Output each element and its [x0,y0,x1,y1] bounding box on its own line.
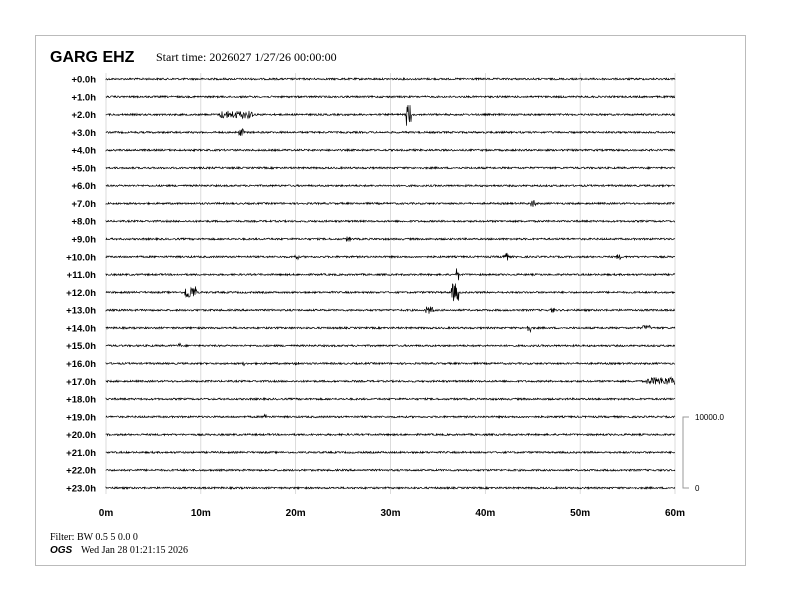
trace-hour-5 [105,165,676,170]
row-label: +11.0h [67,270,97,281]
x-tick-label: 30m [380,508,400,519]
x-tick-label: 10m [191,508,211,519]
scale-bar: 10000.0 0 [682,413,724,493]
frame [35,35,746,566]
scale-bracket [682,416,689,489]
row-label: +23.0h [66,483,96,494]
row-label: +10.0h [66,252,96,263]
x-tick-label: 0m [99,508,114,519]
row-label: +4.0h [71,146,96,157]
row-label: +2.0h [71,110,96,121]
trace-hour-10 [105,252,676,261]
trace-hour-20 [105,432,676,437]
trace-hour-7 [105,200,676,207]
trace-hour-14 [105,324,676,334]
row-label: +7.0h [71,199,96,210]
row-label: +12.0h [66,288,96,299]
row-label: +5.0h [71,163,96,174]
row-label: +20.0h [66,430,96,441]
trace-hour-21 [105,450,675,455]
row-label: +14.0h [66,323,96,334]
trace-hour-0 [105,76,676,82]
trace-hour-23 [105,485,676,490]
trace-hour-16 [105,361,676,367]
trace-hour-2 [105,104,676,126]
x-tick-label: 60m [665,508,685,519]
row-label: +1.0h [71,92,96,103]
x-tick-label: 20m [286,508,306,519]
filter-label: Filter: BW 0.5 5 0.0 0 [50,532,138,543]
row-label: +18.0h [66,395,96,406]
row-label: +16.0h [66,359,96,370]
trace-hour-9 [105,236,676,243]
trace-hour-8 [105,219,676,224]
trace-hour-22 [105,468,676,473]
row-label: +3.0h [71,128,96,139]
trace-hour-19 [105,413,676,419]
trace-hour-1 [105,94,675,99]
row-label: +9.0h [71,235,96,246]
row-label: +21.0h [66,448,96,459]
trace-hour-13 [105,306,676,314]
plot-timestamp: Wed Jan 28 01:21:15 2026 [81,545,188,556]
trace-hour-3 [105,128,676,136]
row-label: +15.0h [66,341,96,352]
x-tick-label: 40m [475,508,495,519]
org-label: OGS [50,545,73,556]
trace-hour-6 [105,183,676,188]
trace-hour-4 [105,148,676,153]
scale-bottom: 0 [695,484,700,493]
scale-top: 10000.0 [695,413,724,422]
start-time: Start time: 2026027 1/27/26 00:00:00 [156,50,337,64]
row-label: +0.0h [71,75,96,86]
trace-hour-15 [105,342,676,348]
trace-hour-11 [105,268,676,281]
row-label: +13.0h [66,306,96,317]
row-label: +19.0h [66,412,96,423]
row-label: +17.0h [66,377,96,388]
row-label: +8.0h [71,217,96,228]
trace-hour-17 [105,376,676,385]
trace-hour-12 [105,283,676,302]
row-label: +22.0h [66,466,96,477]
station-title: GARG EHZ [50,49,135,66]
trace-hour-18 [105,396,676,402]
x-tick-label: 50m [570,508,590,519]
row-label: +6.0h [71,181,96,192]
